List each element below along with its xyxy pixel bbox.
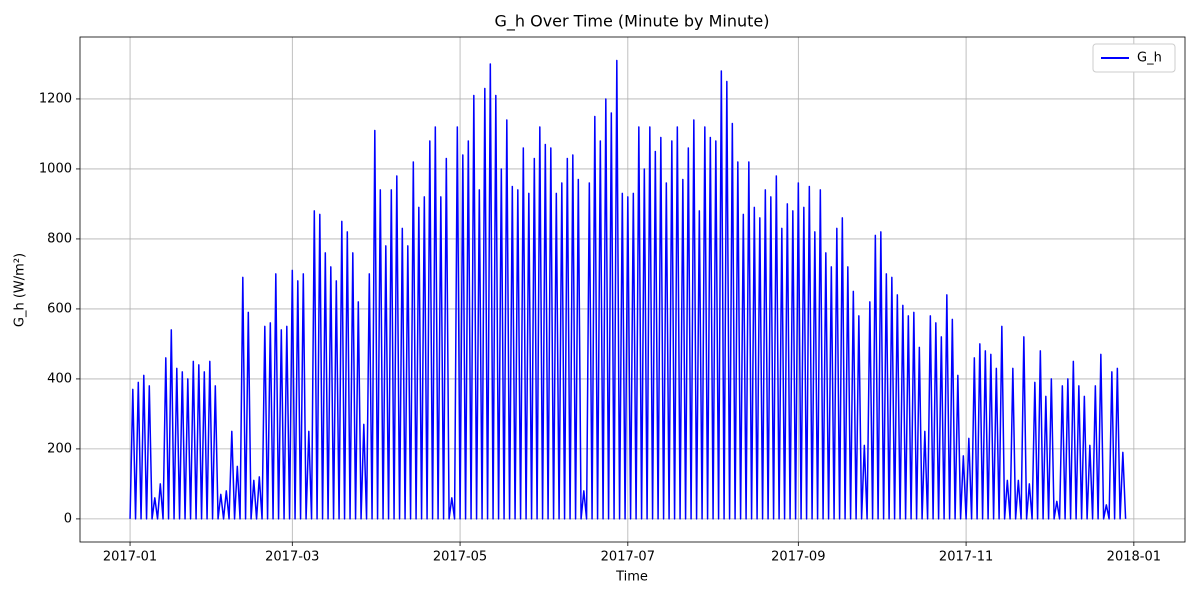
y-tick-label: 1000 [39,161,72,176]
y-tick-label: 400 [47,371,72,386]
x-tick-label: 2017-03 [265,550,319,565]
x-tick-label: 2017-07 [601,550,655,565]
legend-box [1092,43,1176,73]
legend-label: G_h [1137,51,1162,66]
y-tick-label: 200 [47,441,72,456]
y-tick-label: 1200 [39,91,72,106]
x-axis-label: Time [615,570,648,585]
y-tick-label: 800 [47,231,72,246]
y-axis-label: G_h (W/m²) [13,253,28,327]
chart-title: G_h Over Time (Minute by Minute) [494,12,769,32]
x-tick-label: 2017-11 [939,550,993,565]
x-tick-label: 2018-01 [1107,550,1161,565]
y-tick-label: 600 [47,301,72,316]
x-tick-label: 2017-09 [771,550,825,565]
x-tick-label: 2017-05 [433,550,487,565]
plot-frame [79,36,1186,543]
x-tick-label: 2017-01 [103,550,157,565]
data-line [129,59,1127,520]
y-tick-label: 0 [64,511,72,526]
